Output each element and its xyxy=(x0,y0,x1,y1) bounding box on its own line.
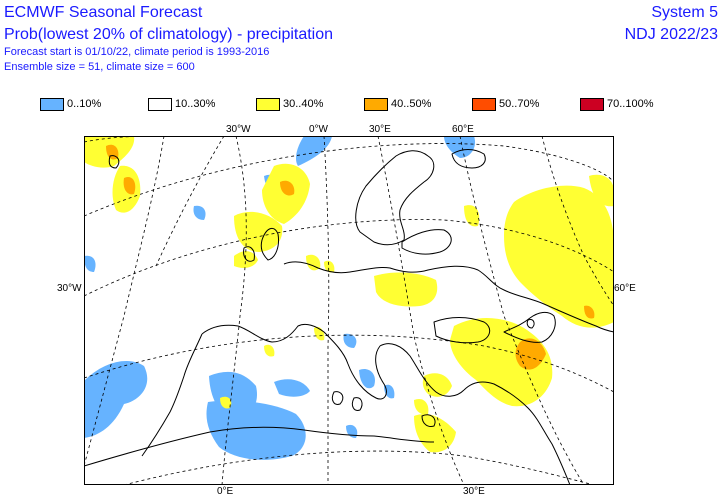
lat-label-left: 30°W xyxy=(57,283,82,294)
legend-swatch xyxy=(364,97,388,111)
forecast-map xyxy=(84,136,614,485)
period-label: NDJ 2022/23 xyxy=(624,26,718,43)
map-subtitle: Prob(lowest 20% of climatology) - precip… xyxy=(4,26,334,43)
probability-region xyxy=(193,205,206,220)
probability-region xyxy=(374,272,438,307)
probability-region xyxy=(84,255,96,272)
legend-swatch xyxy=(472,97,496,111)
probability-region xyxy=(589,174,614,207)
legend-label: 10..30% xyxy=(175,98,216,110)
probability-region xyxy=(220,396,232,409)
legend-item: 30..40% xyxy=(256,96,323,112)
legend: 0..10% 10..30% 30..40% 40..50% 50..70% 7… xyxy=(40,96,720,112)
probability-region xyxy=(504,185,614,328)
legend-item: 70..100% xyxy=(580,96,653,112)
lon-label-top: 30°E xyxy=(369,124,391,135)
legend-label: 50..70% xyxy=(499,98,540,110)
lon-label-top: 60°E xyxy=(452,124,474,135)
probability-region xyxy=(123,176,136,195)
system-label: System 5 xyxy=(651,4,718,21)
legend-item: 10..30% xyxy=(148,96,215,112)
lat-label-right: 60°E xyxy=(614,283,636,294)
legend-swatch xyxy=(148,97,172,111)
legend-label: 70..100% xyxy=(607,98,654,110)
legend-swatch xyxy=(40,97,64,111)
forecast-info: Forecast start is 01/10/22, climate peri… xyxy=(4,46,270,58)
legend-item: 40..50% xyxy=(364,96,431,112)
probability-region xyxy=(280,180,295,196)
lon-label-top: 0°W xyxy=(309,124,328,135)
lon-label-top: 30°W xyxy=(226,124,251,135)
map-title: ECMWF Seasonal Forecast xyxy=(4,4,203,21)
probability-region xyxy=(422,373,452,397)
probability-region xyxy=(359,368,375,389)
graticule xyxy=(84,136,614,485)
probability-region xyxy=(584,305,595,319)
legend-item: 50..70% xyxy=(472,96,539,112)
probability-region xyxy=(274,379,310,397)
legend-item: 0..10% xyxy=(40,96,101,112)
legend-label: 0..10% xyxy=(67,98,102,110)
ensemble-info: Ensemble size = 51, climate size = 600 xyxy=(4,61,195,73)
probability-region xyxy=(206,400,306,460)
lon-label-bottom: 0°E xyxy=(217,486,234,497)
probability-region xyxy=(444,136,476,158)
probability-region xyxy=(84,361,148,438)
probability-region xyxy=(324,260,335,273)
probability-region xyxy=(384,384,395,399)
blue-regions xyxy=(84,136,476,460)
legend-label: 40..50% xyxy=(391,98,432,110)
probability-region xyxy=(264,344,275,357)
probability-region xyxy=(306,254,321,271)
probability-region xyxy=(464,205,480,227)
legend-swatch xyxy=(580,97,604,111)
map-frame xyxy=(84,136,614,485)
legend-label: 30..40% xyxy=(283,98,324,110)
lon-label-bottom: 30°E xyxy=(463,486,485,497)
legend-swatch xyxy=(256,97,280,111)
probability-region xyxy=(414,398,429,415)
probability-region xyxy=(296,136,332,166)
coastlines xyxy=(84,149,614,485)
probability-region xyxy=(343,333,357,348)
